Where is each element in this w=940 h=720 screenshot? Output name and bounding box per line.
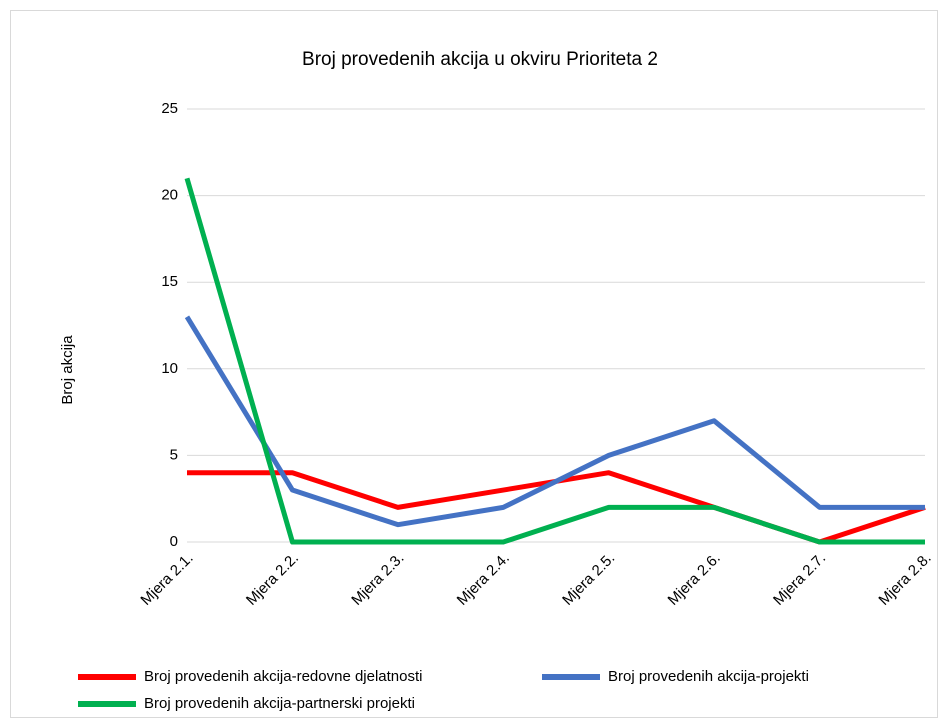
- legend-label: Broj provedenih akcija-partnerski projek…: [144, 695, 415, 712]
- series-line: [184, 315, 925, 528]
- legend-label: Broj provedenih akcija-projekti: [608, 668, 809, 685]
- y-tick-label: 15: [161, 273, 178, 290]
- chart-border: [10, 10, 938, 718]
- y-tick-label: 5: [170, 446, 178, 463]
- y-axis-label: Broj akcija: [59, 335, 76, 405]
- y-tick-label: 0: [170, 533, 178, 550]
- chart-title: Broj provedenih akcija u okviru Priorite…: [302, 49, 658, 70]
- legend-label: Broj provedenih akcija-redovne djelatnos…: [144, 668, 423, 685]
- series-line: [184, 177, 925, 545]
- y-tick-label: 20: [161, 187, 178, 204]
- y-tick-label: 10: [161, 360, 178, 377]
- y-tick-label: 25: [161, 100, 178, 117]
